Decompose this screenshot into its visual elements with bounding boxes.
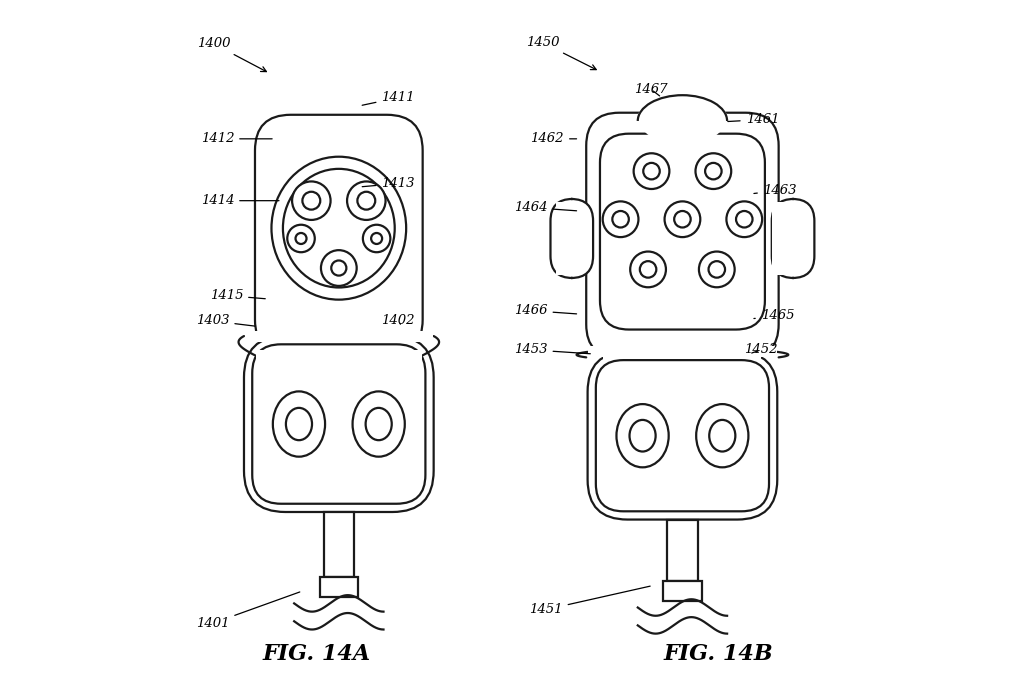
Circle shape bbox=[371, 233, 382, 244]
FancyBboxPatch shape bbox=[596, 360, 769, 511]
Circle shape bbox=[292, 181, 331, 220]
Text: 1413: 1413 bbox=[362, 177, 415, 190]
Ellipse shape bbox=[352, 391, 404, 457]
Text: 1403: 1403 bbox=[196, 315, 255, 328]
FancyBboxPatch shape bbox=[588, 352, 777, 520]
Circle shape bbox=[302, 192, 321, 210]
Bar bbox=[668, 520, 697, 582]
Text: 1401: 1401 bbox=[196, 592, 300, 630]
Text: 1461: 1461 bbox=[728, 113, 779, 126]
Circle shape bbox=[709, 261, 725, 277]
Ellipse shape bbox=[272, 391, 325, 457]
Circle shape bbox=[736, 211, 753, 228]
Text: 1402: 1402 bbox=[381, 315, 415, 328]
Bar bbox=[324, 512, 354, 578]
Bar bbox=[245, 331, 433, 342]
Ellipse shape bbox=[696, 404, 749, 467]
Text: 1414: 1414 bbox=[201, 194, 279, 207]
Circle shape bbox=[640, 261, 656, 277]
FancyBboxPatch shape bbox=[255, 115, 423, 355]
Circle shape bbox=[674, 211, 690, 228]
Text: 1452: 1452 bbox=[744, 344, 778, 356]
Text: 1464: 1464 bbox=[514, 201, 577, 214]
FancyBboxPatch shape bbox=[772, 199, 814, 278]
Circle shape bbox=[643, 163, 659, 179]
Bar bbox=[603, 345, 762, 361]
Text: 1451: 1451 bbox=[529, 586, 650, 616]
Text: FIG. 14B: FIG. 14B bbox=[664, 643, 773, 665]
Text: 1453: 1453 bbox=[514, 344, 590, 356]
Text: 1465: 1465 bbox=[754, 309, 795, 322]
Circle shape bbox=[695, 153, 731, 189]
Text: FIG. 14A: FIG. 14A bbox=[262, 643, 371, 665]
Circle shape bbox=[296, 233, 306, 244]
Circle shape bbox=[665, 201, 700, 237]
Text: 1412: 1412 bbox=[201, 132, 272, 146]
Ellipse shape bbox=[630, 420, 655, 451]
Ellipse shape bbox=[638, 92, 727, 144]
Circle shape bbox=[357, 192, 375, 210]
Circle shape bbox=[288, 225, 314, 253]
Ellipse shape bbox=[616, 404, 669, 467]
Bar bbox=[772, 202, 786, 275]
Ellipse shape bbox=[283, 169, 394, 288]
Circle shape bbox=[612, 211, 629, 228]
Circle shape bbox=[321, 250, 356, 286]
Bar bbox=[556, 202, 571, 275]
Circle shape bbox=[699, 252, 734, 287]
Ellipse shape bbox=[271, 157, 407, 299]
Ellipse shape bbox=[366, 408, 392, 440]
Circle shape bbox=[331, 260, 346, 275]
Text: 1466: 1466 bbox=[514, 304, 577, 317]
Text: 1467: 1467 bbox=[634, 83, 668, 96]
Text: 1411: 1411 bbox=[362, 91, 415, 106]
Circle shape bbox=[706, 163, 722, 179]
Ellipse shape bbox=[286, 408, 312, 440]
Circle shape bbox=[630, 252, 666, 287]
Bar bbox=[266, 329, 411, 359]
FancyBboxPatch shape bbox=[600, 134, 765, 330]
Circle shape bbox=[347, 181, 386, 220]
Circle shape bbox=[634, 153, 670, 189]
Bar bbox=[256, 350, 422, 361]
FancyBboxPatch shape bbox=[244, 336, 433, 512]
Text: 1462: 1462 bbox=[530, 132, 577, 146]
Text: 1463: 1463 bbox=[754, 184, 797, 197]
Circle shape bbox=[362, 225, 390, 253]
FancyBboxPatch shape bbox=[586, 112, 778, 357]
Bar bbox=[319, 578, 358, 597]
Bar bbox=[588, 346, 776, 357]
Text: 1450: 1450 bbox=[525, 36, 596, 70]
Ellipse shape bbox=[710, 420, 735, 451]
FancyBboxPatch shape bbox=[551, 199, 593, 278]
Text: 1400: 1400 bbox=[198, 37, 266, 72]
FancyBboxPatch shape bbox=[252, 344, 425, 504]
Circle shape bbox=[726, 201, 762, 237]
Circle shape bbox=[603, 201, 638, 237]
Bar bbox=[663, 582, 702, 601]
Text: 1415: 1415 bbox=[210, 289, 265, 302]
